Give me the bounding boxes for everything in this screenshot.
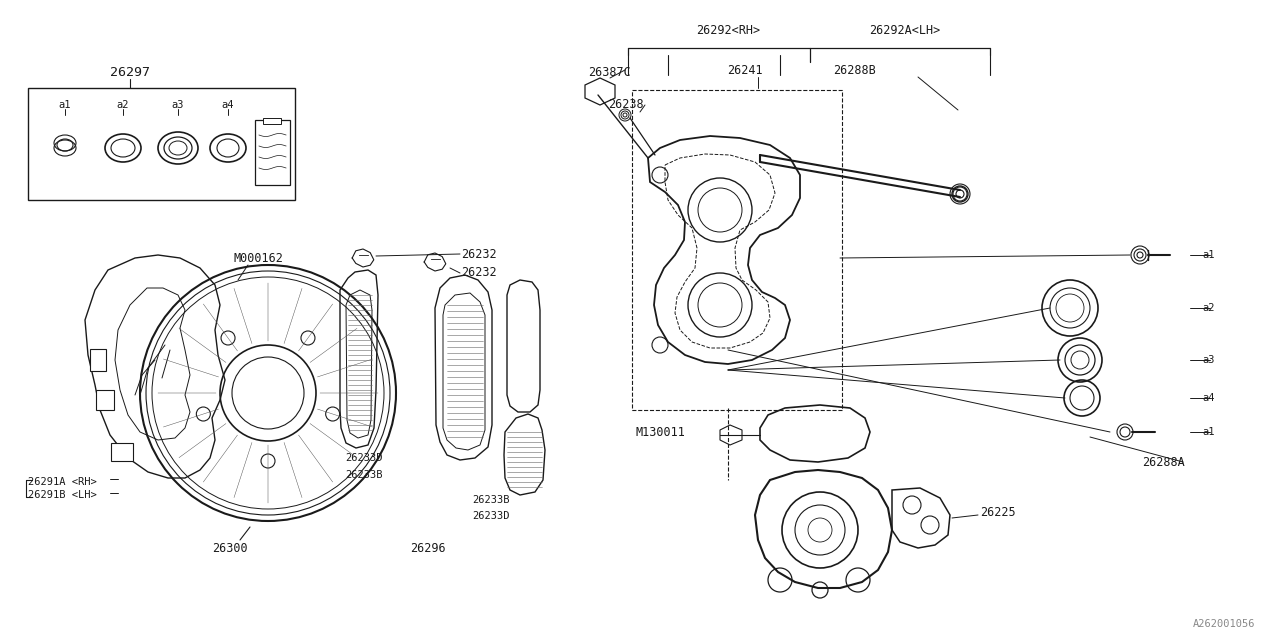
Text: 26291A <RH>: 26291A <RH> <box>28 477 97 487</box>
Text: a3: a3 <box>172 100 184 110</box>
Text: 26300: 26300 <box>212 541 248 554</box>
Text: 26288B: 26288B <box>833 63 877 77</box>
Bar <box>632 90 842 410</box>
Text: 26387C: 26387C <box>588 65 631 79</box>
Text: a4: a4 <box>1202 393 1215 403</box>
Text: a1: a1 <box>59 100 72 110</box>
Text: 26296: 26296 <box>410 541 445 554</box>
Bar <box>90 349 106 371</box>
Text: a4: a4 <box>221 100 234 110</box>
Text: 26233B: 26233B <box>472 495 509 505</box>
Text: 26232: 26232 <box>461 266 497 280</box>
Bar <box>28 88 294 200</box>
Text: A262001056: A262001056 <box>1193 619 1254 629</box>
Text: 26292A<LH>: 26292A<LH> <box>869 24 941 36</box>
Text: 26225: 26225 <box>980 506 1015 518</box>
Text: a3: a3 <box>1202 355 1215 365</box>
Text: 26292<RH>: 26292<RH> <box>696 24 760 36</box>
Text: a1: a1 <box>1202 427 1215 437</box>
Text: 26233D: 26233D <box>472 511 509 521</box>
Text: a1: a1 <box>1202 250 1215 260</box>
Text: a2: a2 <box>1202 303 1215 313</box>
Bar <box>96 390 114 410</box>
Text: M130011: M130011 <box>635 426 685 438</box>
Text: 26238: 26238 <box>608 99 644 111</box>
Bar <box>262 118 282 124</box>
Text: 26232: 26232 <box>461 248 497 260</box>
Text: 26233B: 26233B <box>346 470 383 480</box>
Text: 26288A: 26288A <box>1142 456 1185 468</box>
Text: 26291B <LH>: 26291B <LH> <box>28 490 97 500</box>
Bar <box>255 120 291 185</box>
Text: 26233D: 26233D <box>346 453 383 463</box>
Text: a2: a2 <box>116 100 129 110</box>
Text: 26297: 26297 <box>110 65 150 79</box>
Text: 26241: 26241 <box>727 63 763 77</box>
Text: M000162: M000162 <box>233 252 283 264</box>
Bar <box>111 443 133 461</box>
